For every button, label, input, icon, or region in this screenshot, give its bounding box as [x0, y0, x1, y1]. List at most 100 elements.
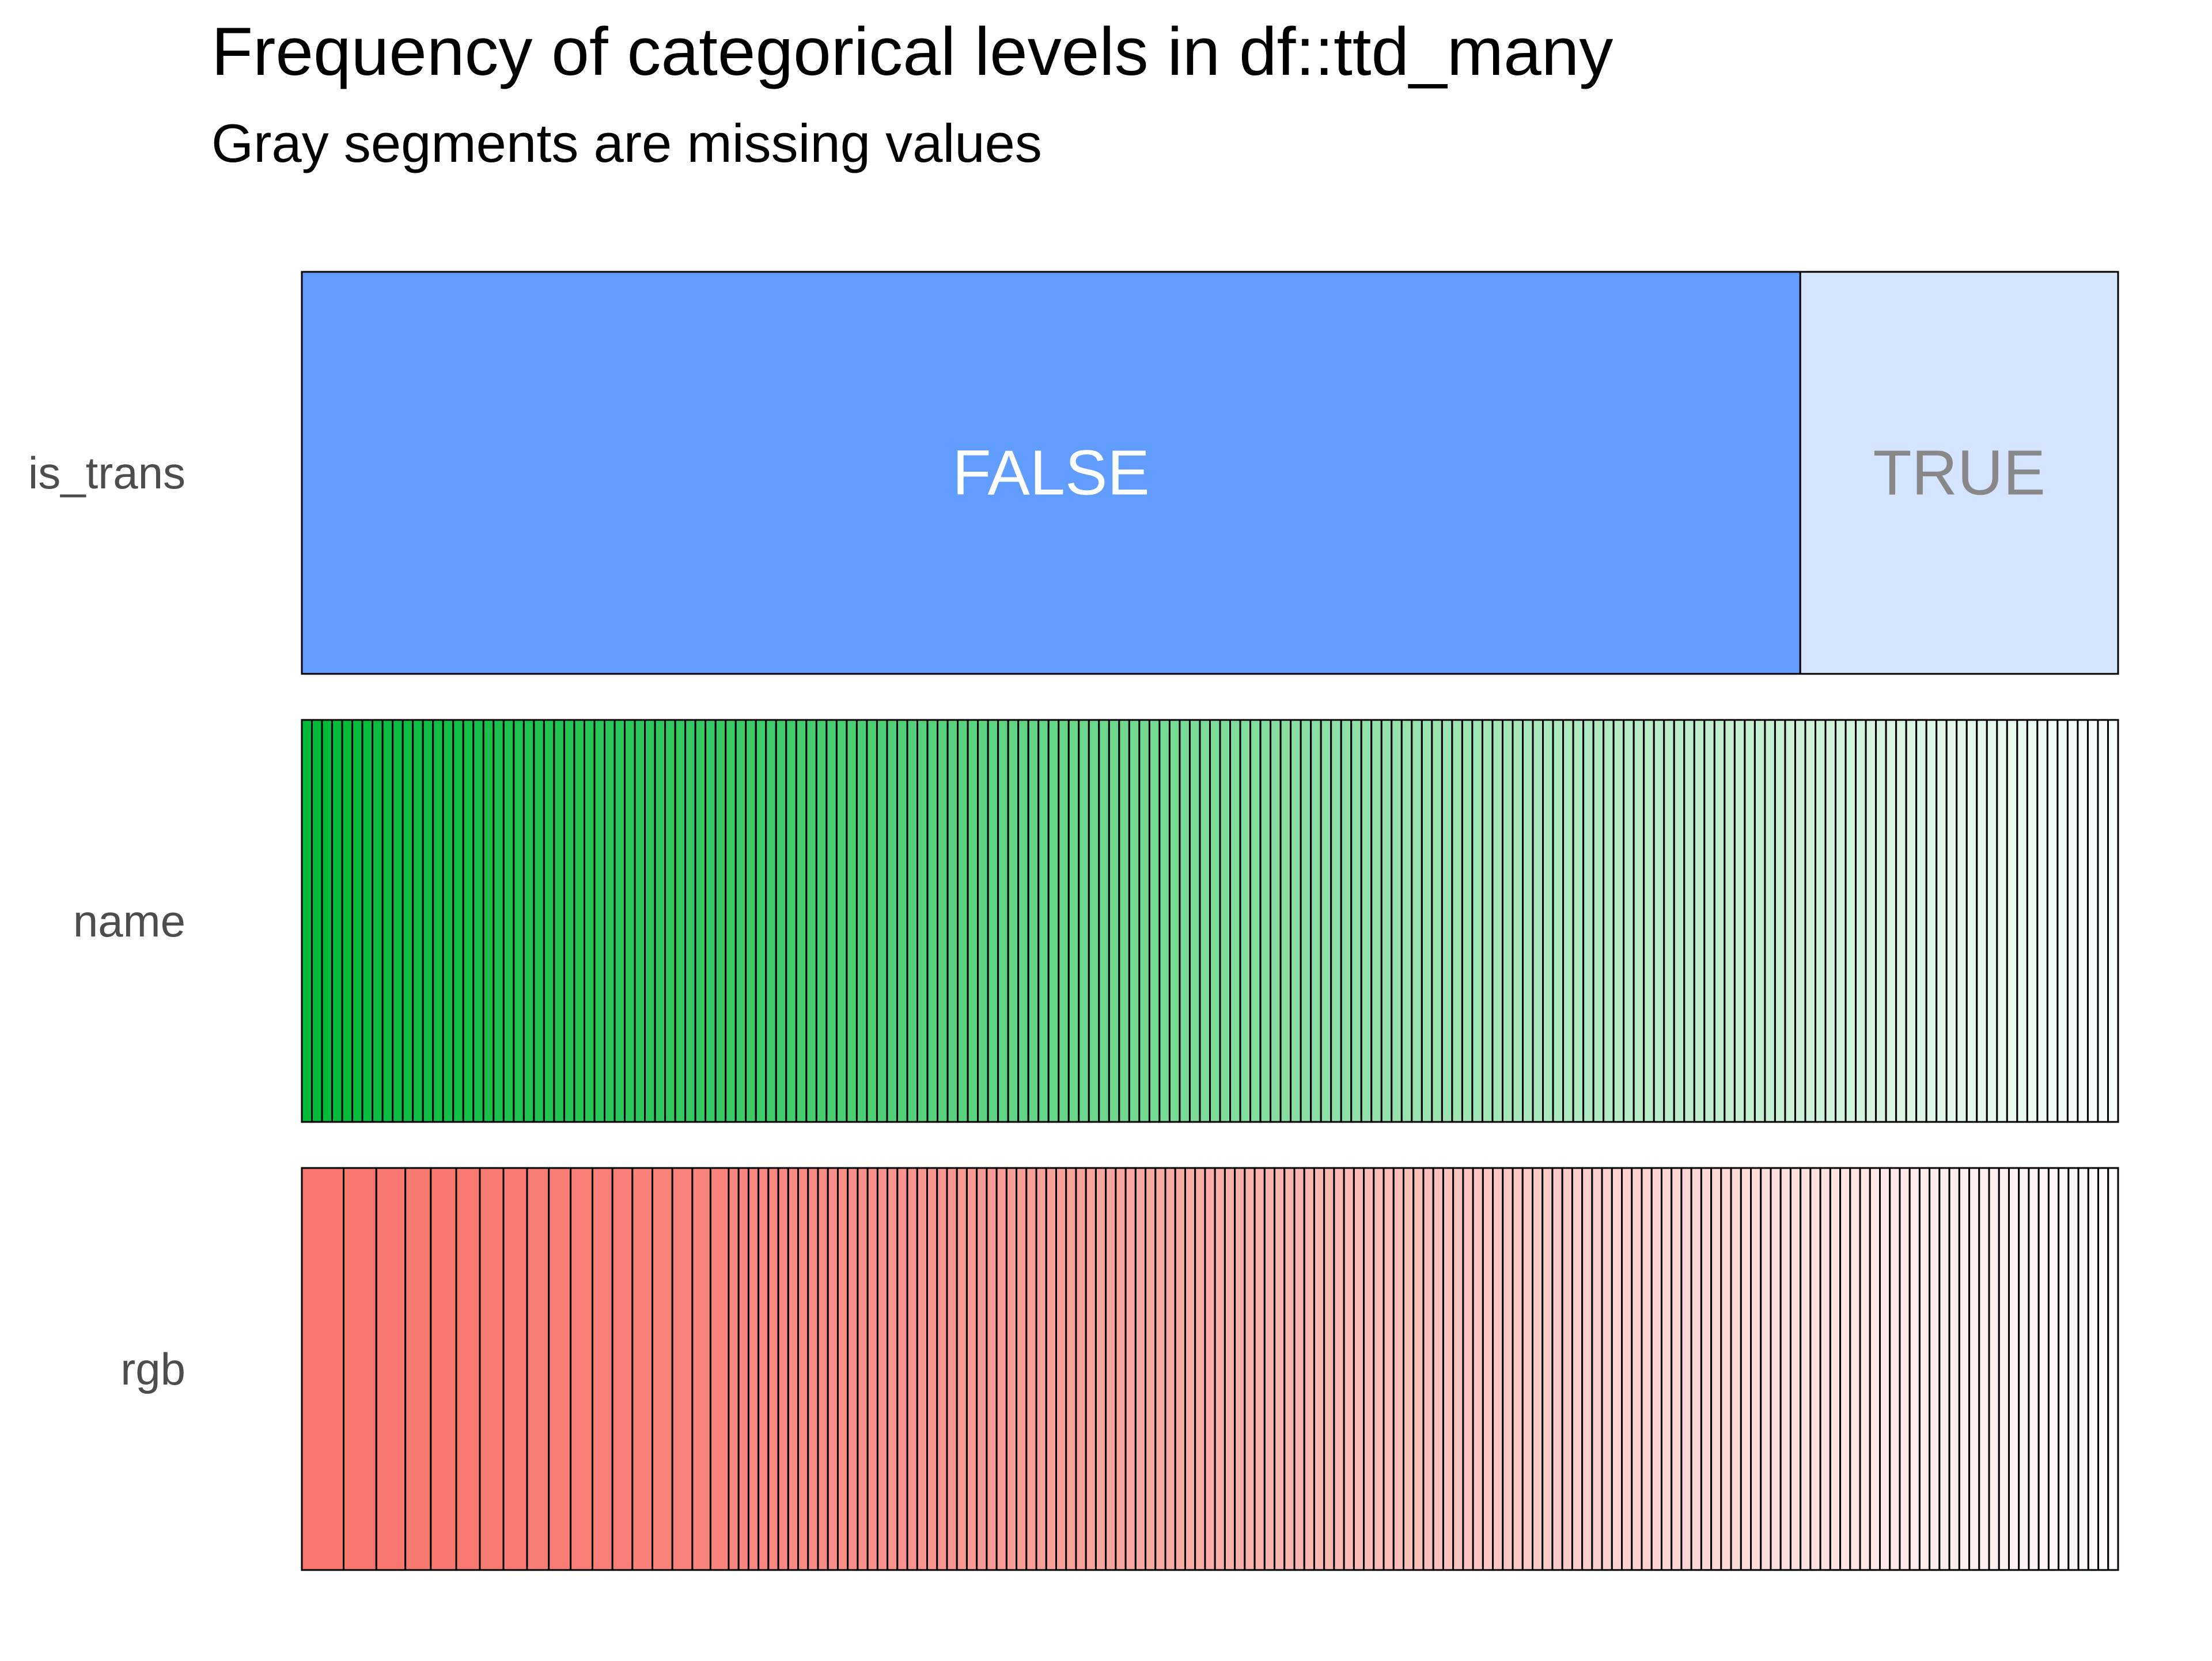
name-segment [1067, 719, 1080, 1123]
rgb-segment [1660, 1167, 1673, 1571]
chart-subtitle: Gray segments are missing values [211, 113, 1042, 173]
rgb-segment [777, 1167, 789, 1571]
name-segment [1411, 719, 1423, 1123]
name-segment [1915, 719, 1927, 1123]
rgb-segment [1819, 1167, 1831, 1571]
name-segment [1168, 719, 1181, 1123]
name-segment [664, 719, 676, 1123]
rgb-segment [1303, 1167, 1315, 1571]
name-segment [613, 719, 626, 1123]
rgb-segment [375, 1167, 407, 1571]
rgb-segment [1730, 1167, 1742, 1571]
rgb-segment [301, 1167, 345, 1571]
rgb-segment [1115, 1167, 1127, 1571]
name-segment [1815, 719, 1827, 1123]
name-segment [1976, 719, 1988, 1123]
name-segment [502, 719, 515, 1123]
name-segment [1774, 719, 1786, 1123]
name-segment [1552, 719, 1565, 1123]
rgb-segment [737, 1167, 749, 1571]
name-segment [1733, 719, 1746, 1123]
rgb-segment [1164, 1167, 1176, 1571]
rgb-segment [995, 1167, 1007, 1571]
rgb-segment [2008, 1167, 2020, 1571]
name-segment [1471, 719, 1483, 1123]
rgb-segment [1244, 1167, 1256, 1571]
name-segment [372, 719, 384, 1123]
name-segment [1835, 719, 1847, 1123]
rgb-segment [1869, 1167, 1881, 1571]
rgb-segment [876, 1167, 889, 1571]
rgb-segment [548, 1167, 572, 1571]
name-segment [1764, 719, 1776, 1123]
name-segment [1612, 719, 1625, 1123]
rgb-segment [936, 1167, 948, 1571]
name-segment [624, 719, 636, 1123]
rgb-segment [1422, 1167, 1434, 1571]
name-segment [1512, 719, 1524, 1123]
name-segment [886, 719, 898, 1123]
rgb-segment [709, 1167, 730, 1571]
name-segment [1784, 719, 1796, 1123]
name-segment [674, 719, 687, 1123]
rgb-segment [1045, 1167, 1058, 1571]
name-segment [2107, 719, 2119, 1123]
rgb-segment [2018, 1167, 2030, 1571]
name-segment [573, 719, 585, 1123]
rgb-segment [1124, 1167, 1137, 1571]
name-segment [1865, 719, 1877, 1123]
name-segment [745, 719, 757, 1123]
rgb-segment [1204, 1167, 1216, 1571]
rgb-segment [2037, 1167, 2050, 1571]
name-segment [1270, 719, 1282, 1123]
rgb-segment [591, 1167, 613, 1571]
name-segment [1078, 719, 1090, 1123]
rgb-segment [1194, 1167, 1206, 1571]
name-segment [1501, 719, 1514, 1123]
rgb-segment [430, 1167, 457, 1571]
rgb-segment [479, 1167, 505, 1571]
rgb-segment [836, 1167, 849, 1571]
rgb-segment [1641, 1167, 1653, 1571]
name-segment [725, 719, 737, 1123]
rgb-segment [1472, 1167, 1484, 1571]
name-segment [1643, 719, 1655, 1123]
rgb-segment [1918, 1167, 1931, 1571]
name-segment [1340, 719, 1353, 1123]
name-segment [1451, 719, 1463, 1123]
name-segment [734, 719, 747, 1123]
rgb-segment [797, 1167, 809, 1571]
name-segment [1098, 719, 1110, 1123]
name-segment [1229, 719, 1241, 1123]
rgb-segment [1849, 1167, 1861, 1571]
name-segment [1158, 719, 1171, 1123]
name-segment [694, 719, 707, 1123]
name-segment [1956, 719, 1968, 1123]
rgb-segment [946, 1167, 958, 1571]
y-axis-label-rgb: rgb [120, 1344, 185, 1394]
name-segment [1794, 719, 1806, 1123]
rgb-segment [1889, 1167, 1901, 1571]
name-segment [1663, 719, 1675, 1123]
rgb-segment [1591, 1167, 1603, 1571]
is_trans-segment [301, 271, 1801, 675]
rgb-segment [1839, 1167, 1851, 1571]
name-segment [1532, 719, 1544, 1123]
name-segment [896, 719, 908, 1123]
name-segment [1522, 719, 1534, 1123]
name-segment [795, 719, 808, 1123]
name-segment [775, 719, 787, 1123]
name-segment [1118, 719, 1130, 1123]
rgb-segment [1075, 1167, 1087, 1571]
name-segment [1058, 719, 1070, 1123]
rgb-segment [1680, 1167, 1692, 1571]
rgb-segment [1541, 1167, 1554, 1571]
name-segment [1542, 719, 1554, 1123]
name-segment [1148, 719, 1161, 1123]
name-segment [1562, 719, 1574, 1123]
y-axis-label-is-trans: is_trans [28, 448, 185, 498]
rgb-segment [1521, 1167, 1533, 1571]
rgb-segment [1482, 1167, 1494, 1571]
name-segment [351, 719, 363, 1123]
name-segment [2016, 719, 2028, 1123]
